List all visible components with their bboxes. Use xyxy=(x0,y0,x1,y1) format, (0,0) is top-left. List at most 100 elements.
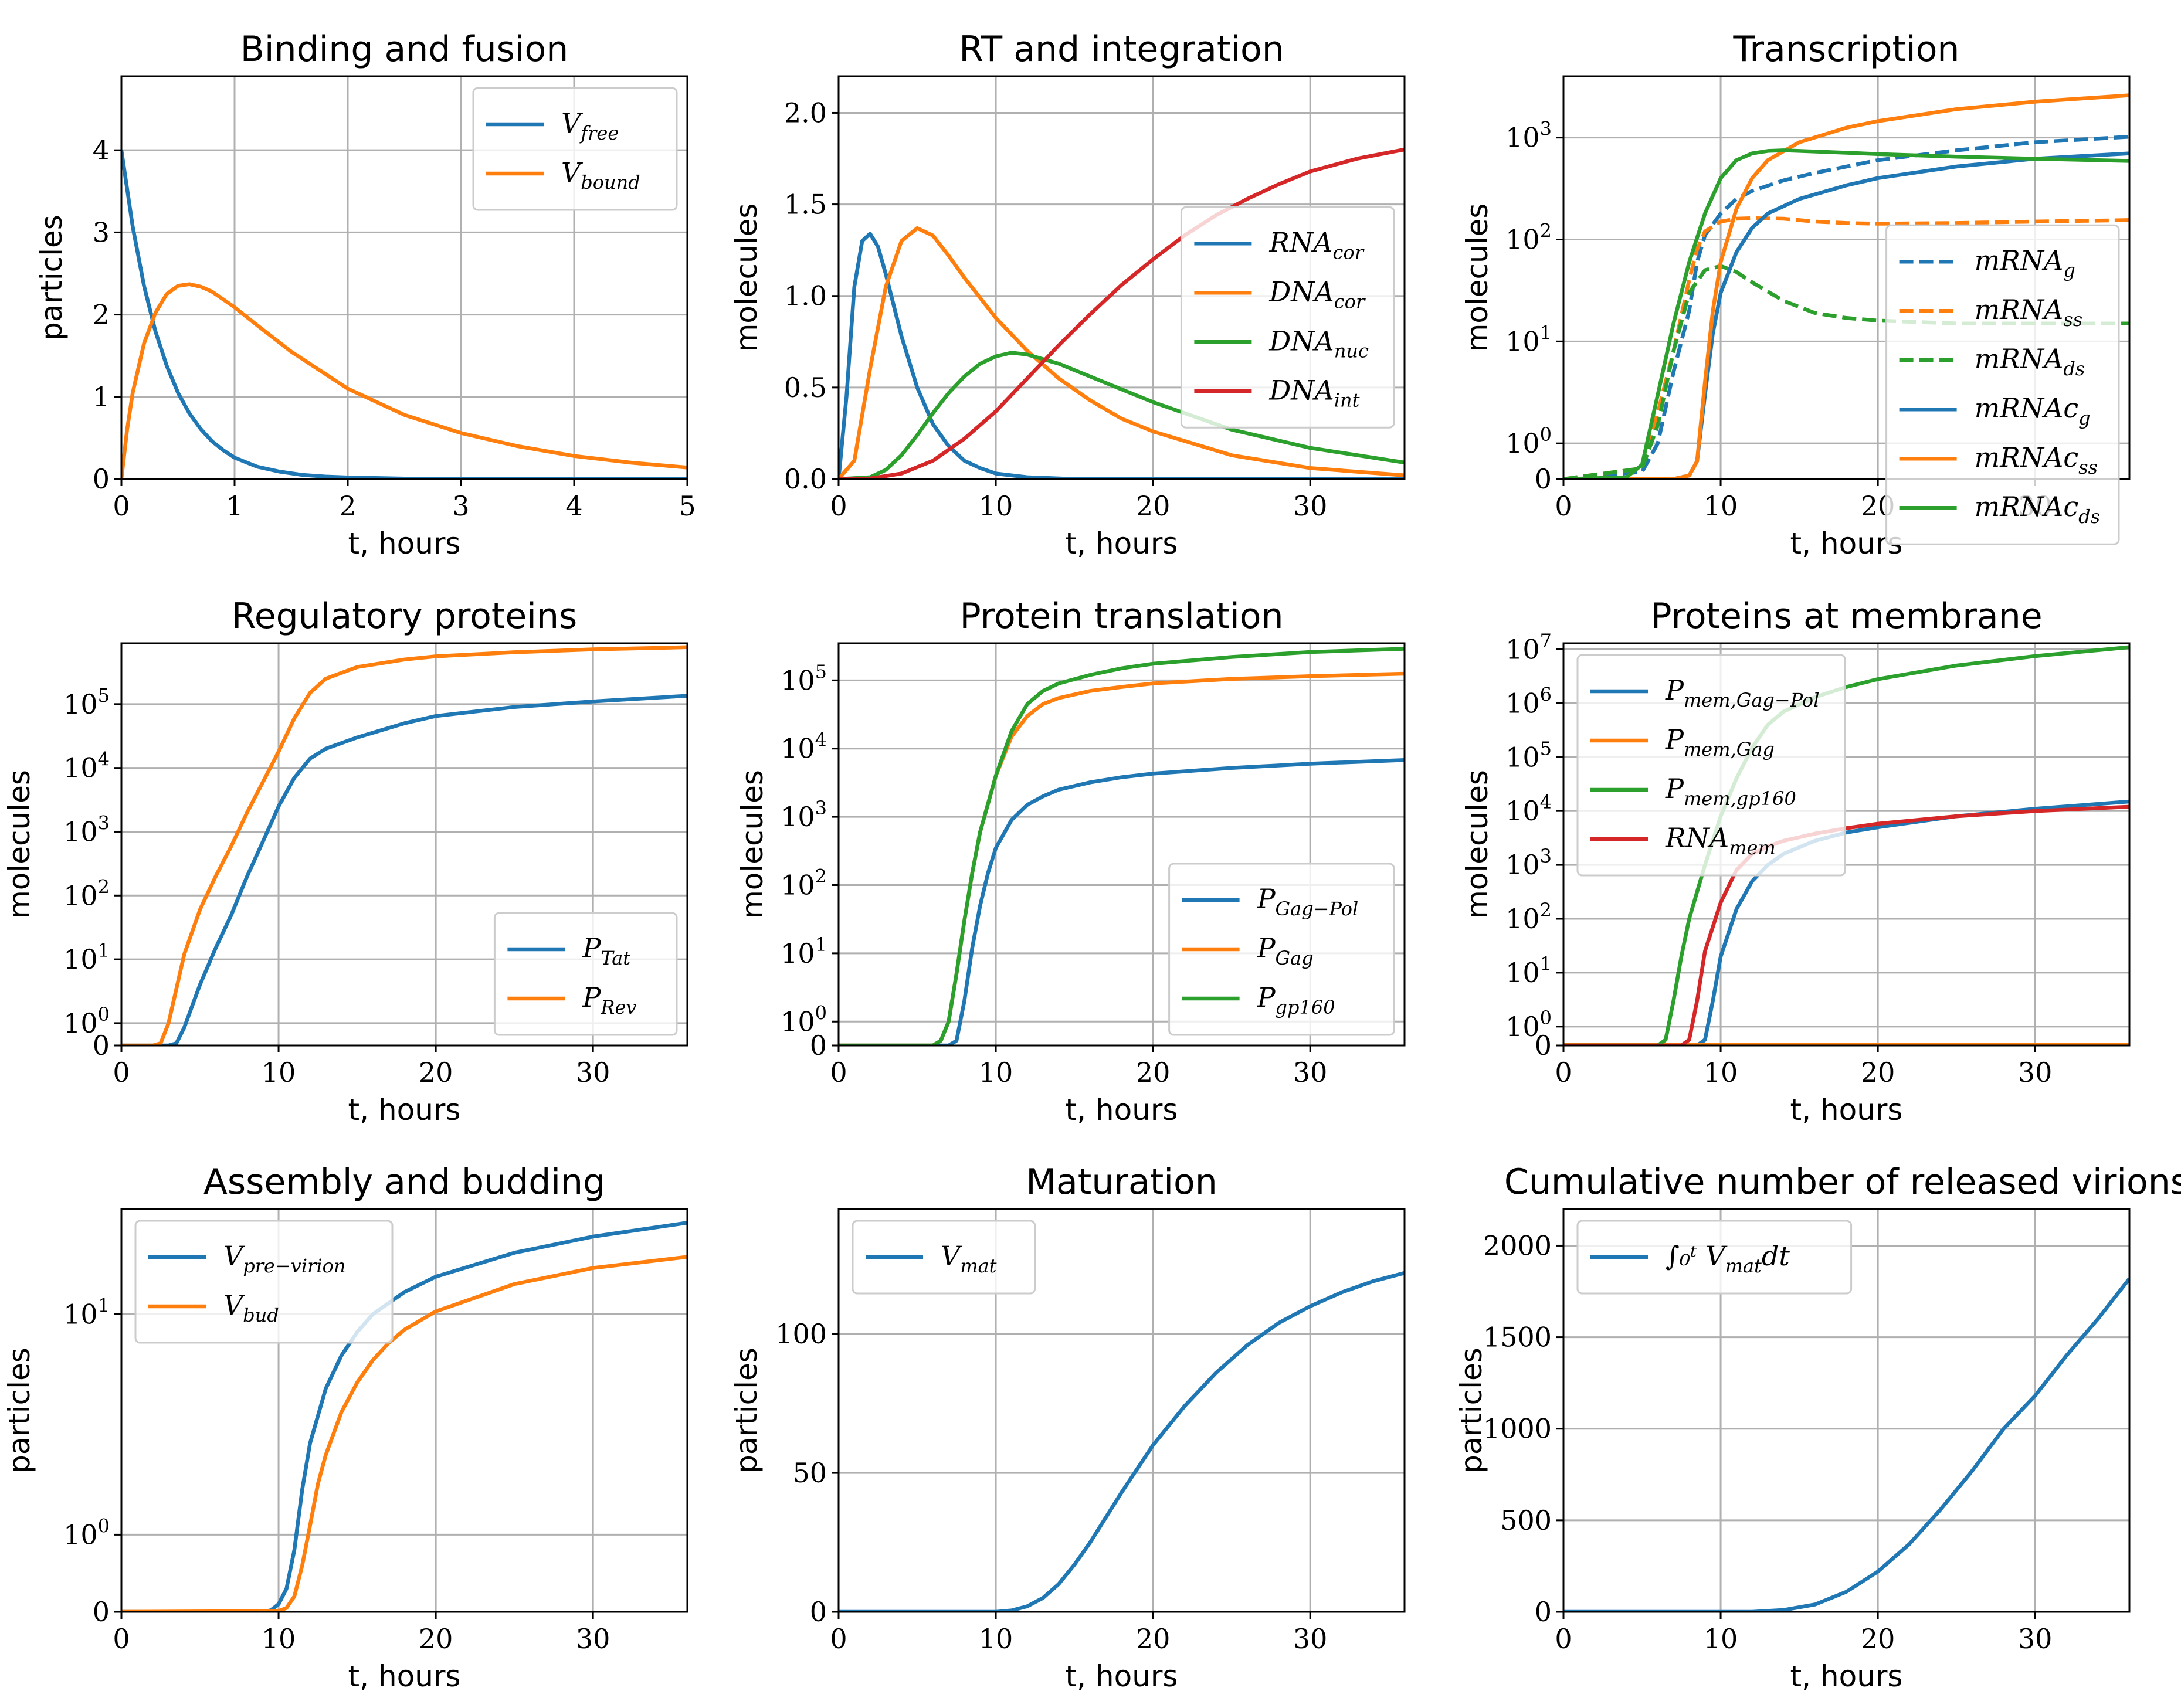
x-tick-label: 0 xyxy=(1555,1623,1572,1655)
chart-title: Cumulative number of released virions xyxy=(1504,1162,2181,1203)
legend-label: PTat xyxy=(582,932,630,969)
y-tick-label: 101 xyxy=(781,933,827,969)
x-tick-label: 10 xyxy=(979,1057,1013,1088)
legend-subscript: bud xyxy=(243,1304,279,1326)
x-axis-label: t, hours xyxy=(348,1093,461,1127)
tick-exponent: 2 xyxy=(98,875,110,898)
legend-name: P xyxy=(582,982,601,1013)
tick-base: 10 xyxy=(1505,687,1540,719)
legend-name: DNA xyxy=(1268,325,1334,356)
legend: ∫₀ᵗ Vmatdt xyxy=(1576,1220,1853,1295)
axes-frame xyxy=(837,642,1406,1047)
y-tick-label: 1500 xyxy=(1483,1322,1552,1353)
tick-exponent: 5 xyxy=(1540,737,1552,759)
tick-base: 10 xyxy=(1505,122,1540,154)
legend-box xyxy=(472,87,678,211)
legend-label: mRNAcg xyxy=(1975,392,2091,429)
series-line-mrna-ds xyxy=(1563,264,2129,479)
legend-name: DNA xyxy=(1268,374,1334,406)
panel-transcription: 01020300100101102103Transcriptiont, hour… xyxy=(1460,29,2131,561)
tick-exponent: 3 xyxy=(1540,845,1552,867)
tick-exponent: 4 xyxy=(1540,791,1552,813)
tick-base: 10 xyxy=(1505,795,1540,827)
x-tick-label: 3 xyxy=(452,490,469,522)
legend-box xyxy=(1885,224,2120,545)
x-tick-label: 30 xyxy=(2018,1623,2053,1655)
legend-label: mRNAds xyxy=(1975,343,2085,380)
y-axis-label: molecules xyxy=(730,203,764,352)
legend-name: DNA xyxy=(1268,276,1334,307)
tick-base: 10 xyxy=(1505,903,1540,935)
tick-exponent: 2 xyxy=(1540,219,1552,242)
tick-base: 10 xyxy=(63,943,98,975)
y-tick-label: 103 xyxy=(1505,118,1552,154)
y-axis-label: molecules xyxy=(2,770,36,919)
y-tick-label: 100 xyxy=(1505,1007,1552,1043)
series-line-v-bud xyxy=(121,1255,687,1612)
legend-name: V xyxy=(941,1240,963,1272)
y-tick-label: 100 xyxy=(775,1318,827,1350)
legend-label: DNAnuc xyxy=(1268,325,1369,362)
legend-label: Pmem,gp160 xyxy=(1665,773,1796,810)
y-tick-label: 105 xyxy=(781,660,827,696)
x-tick-label: 0 xyxy=(113,1623,130,1655)
y-tick-label: 50 xyxy=(792,1457,827,1489)
y-tick-label: 0 xyxy=(1535,1596,1552,1628)
y-tick-label: 102 xyxy=(1505,899,1552,935)
tick-exponent: 1 xyxy=(815,933,827,956)
y-tick-label: 0 xyxy=(810,1030,827,1061)
legend-name: mRNA xyxy=(1975,294,2064,325)
legend-label: ∫₀ᵗ Vmatdt xyxy=(1666,1240,1790,1277)
series-group xyxy=(839,1271,1405,1612)
x-tick-label: 30 xyxy=(576,1057,610,1088)
y-tick-label: 101 xyxy=(1505,321,1552,357)
legend-name: P xyxy=(1257,883,1276,915)
legend-label: PGag−Pol xyxy=(1257,883,1359,920)
tick-base: 10 xyxy=(63,880,98,911)
x-tick-label: 4 xyxy=(565,490,582,522)
tick-base: 10 xyxy=(63,752,98,784)
y-tick-label: 103 xyxy=(1505,845,1552,881)
tick-exponent: 1 xyxy=(1540,953,1552,975)
x-tick-label: 20 xyxy=(419,1623,453,1655)
axes-frame xyxy=(120,1208,688,1613)
legend-box xyxy=(1168,863,1395,1036)
series-line-mrnac-ss xyxy=(1563,93,2129,479)
legend-name: mRNA xyxy=(1975,245,2064,276)
chart-title: Proteins at membrane xyxy=(1650,596,2042,637)
legend-box xyxy=(1180,206,1395,429)
x-tick-label: 10 xyxy=(262,1057,296,1088)
x-tick-label: 20 xyxy=(1136,1057,1171,1088)
y-axis-label: particles xyxy=(1454,1347,1488,1473)
tick-base: 10 xyxy=(63,816,98,847)
legend-subscript: gp160 xyxy=(1276,996,1335,1018)
legend-name: P xyxy=(1257,982,1276,1013)
x-tick-label: 30 xyxy=(576,1623,610,1655)
series-line-p-gp160 xyxy=(839,647,1405,1045)
x-axis-label: t, hours xyxy=(1066,527,1178,561)
tick-exponent: 0 xyxy=(98,1003,110,1026)
legend-subscript: Gag xyxy=(1276,947,1314,969)
legend-subscript: Rev xyxy=(600,996,636,1018)
legend-name: P xyxy=(582,932,601,964)
axes-frame xyxy=(120,642,688,1047)
legend-name: RNA xyxy=(1665,822,1729,854)
tick-base: 10 xyxy=(1505,1011,1540,1043)
y-tick-label: 0.0 xyxy=(784,463,827,495)
y-tick-label: 104 xyxy=(1505,791,1552,827)
tick-base: 10 xyxy=(1505,223,1540,255)
series-line-v-pre-virion xyxy=(121,1221,687,1612)
y-axis-label: particles xyxy=(2,1347,36,1473)
y-tick-label: 101 xyxy=(63,1294,110,1330)
legend-subscript: nuc xyxy=(1334,339,1369,362)
axes-frame xyxy=(837,75,1406,480)
series-group xyxy=(839,647,1405,1045)
y-axis-label: molecules xyxy=(1460,770,1494,919)
y-tick-label: 500 xyxy=(1500,1505,1552,1536)
legend-name: mRNAc xyxy=(1975,491,2079,522)
y-tick-label: 105 xyxy=(63,684,110,720)
